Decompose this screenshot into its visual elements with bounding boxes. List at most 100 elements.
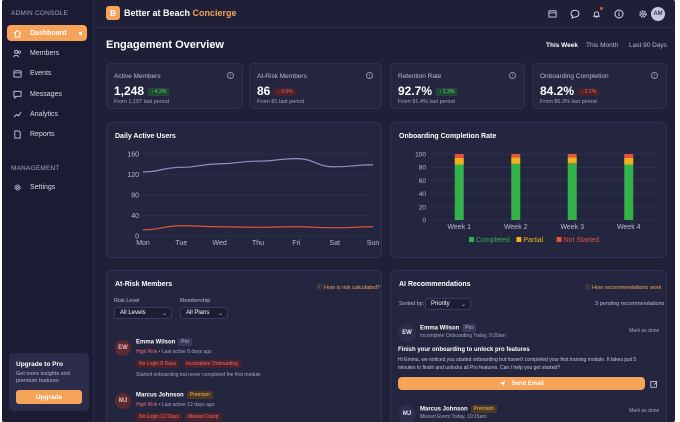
send-email-button[interactable]: Send Email [398, 377, 645, 390]
legend-label: Not Started [564, 237, 600, 244]
info-icon[interactable]: i [651, 72, 658, 79]
stat-label: Active Members [114, 73, 161, 80]
sidebar-item-messages[interactable]: Messages [7, 86, 87, 102]
stat-label: Retention Rate [398, 73, 442, 80]
sidebar-item-label: Analytics [30, 110, 59, 118]
sidebar-section-management: MANAGEMENT [11, 165, 60, 172]
bar-completed [567, 163, 577, 220]
sidebar-item-label: Members [30, 49, 60, 57]
membership-select[interactable]: All Plans ⌄ [180, 307, 228, 319]
edit-icon[interactable] [649, 379, 659, 389]
bar-completed [511, 163, 521, 220]
sidebar-item-dashboard[interactable]: Dashboard [7, 25, 87, 41]
bar-not-started [624, 154, 634, 158]
risk-line: High Risk • Last active 12 days ago [136, 402, 215, 408]
y-tick-label: 80 [419, 165, 427, 172]
tag-chip: No Login 8 Days [136, 360, 179, 368]
stat-subtext: From 81 last period [257, 99, 305, 105]
calendar-icon[interactable] [547, 8, 558, 19]
stat-card-onboarding: Onboarding Completion i 84.2% ↓ 2.1% From… [532, 63, 667, 109]
onboarding-completion-card: Onboarding Completion Rate 100 80 60 40 20 0 W… [390, 122, 667, 258]
risk-level-label: Risk Level [114, 298, 140, 304]
member-name[interactable]: Emma Wilson Pro [136, 338, 193, 346]
member-name[interactable]: Marcus Johnson Premium [136, 391, 213, 399]
sidebar-item-members[interactable]: Members [7, 45, 87, 61]
x-tick-label: Week 4 [617, 224, 641, 231]
sidebar-item-reports[interactable]: Reports [7, 126, 87, 142]
brand-name: Better at Beach [124, 8, 191, 18]
gear-icon[interactable] [637, 8, 648, 19]
upgrade-button[interactable]: Upgrade [16, 390, 82, 404]
bar-completed [454, 164, 464, 220]
rec-member-name[interactable]: Emma Wilson Pro [420, 324, 477, 332]
y-tick-label: 60 [419, 178, 427, 185]
mark-done-button[interactable]: Mark as done [629, 408, 660, 414]
range-this-week[interactable]: This Week [546, 42, 579, 49]
stat-value: 1,248 ↑ 4.2% [114, 84, 170, 98]
active-dot [79, 31, 82, 35]
sidebar-item-settings[interactable]: Settings [7, 179, 87, 195]
x-tick-label: Week 1 [447, 224, 471, 231]
info-icon[interactable]: i [366, 72, 373, 79]
x-tick-label: Week 2 [504, 224, 528, 231]
range-this-month[interactable]: This Month [586, 42, 619, 49]
x-tick-label: Thu [252, 240, 264, 247]
tier-badge: Premium [186, 391, 213, 399]
bar-completed [624, 164, 634, 220]
avatar: EW [398, 324, 416, 342]
gear-icon [13, 183, 22, 192]
tier-badge: Premium [470, 405, 497, 413]
rec-member-name[interactable]: Marcus Johnson Premium [420, 405, 497, 413]
upgrade-title: Upgrade to Pro [16, 361, 63, 368]
sorted-label: Sorted by: [399, 301, 425, 307]
delta-badge: ↑ 1.3% [436, 87, 458, 96]
users-icon [13, 49, 22, 58]
how-recommendations-link[interactable]: ⓘ How recommendations work [585, 285, 662, 291]
stat-subtext: From 86.3% last period [540, 99, 597, 105]
upgrade-text: Get more insights and premium features [16, 371, 70, 385]
x-tick-label: Sat [329, 240, 340, 247]
legend-swatch [469, 237, 474, 242]
user-avatar[interactable]: AM [651, 7, 665, 21]
stat-value: 84.2% ↓ 2.1% [540, 84, 600, 98]
bar-chart: 100 80 60 40 20 0 Week 1 Week 2 Week 3 Week 4 Comp… [415, 152, 657, 244]
chat-bubble-icon[interactable] [569, 8, 580, 19]
series-line-0 [142, 158, 374, 173]
chart-title: Daily Active Users [115, 133, 176, 140]
sidebar-item-label: Messages [30, 90, 62, 98]
at-risk-members-card: At-Risk Members ⓘ How is risk calculated… [106, 270, 382, 422]
sidebar-item-label: Events [30, 69, 52, 77]
info-icon[interactable] [613, 8, 624, 19]
y-tick-label: 0 [135, 234, 139, 241]
y-tick-label: 20 [419, 204, 427, 211]
sidebar-item-events[interactable]: Events [7, 65, 87, 81]
x-tick-label: Fri [292, 240, 301, 247]
mark-done-button[interactable]: Mark as done [629, 328, 660, 334]
trend-icon [13, 110, 22, 119]
avatar: MJ [398, 405, 416, 422]
bar-partial [567, 157, 577, 164]
bell-icon[interactable] [591, 8, 602, 19]
risk-calc-link[interactable]: ⓘ How is risk calculated? [317, 285, 380, 291]
info-icon[interactable]: i [509, 72, 516, 79]
notification-dot [600, 7, 603, 10]
range-last-90-days[interactable]: Last 90 Days [629, 42, 667, 49]
y-tick-label: 40 [419, 191, 427, 198]
stat-card-retention: Retention Rate i 92.7% ↑ 1.3% From 91.4% … [390, 63, 525, 109]
sidebar-item-analytics[interactable]: Analytics [7, 106, 87, 122]
legend-label: Completed [476, 237, 510, 244]
rec-meta: Incomplete Onboarding Today, 9:20am [420, 333, 506, 339]
info-icon[interactable]: i [227, 72, 234, 79]
stat-value: 86 ↑ 6.0% [257, 84, 296, 98]
sort-select[interactable]: Priority ⌄ [425, 298, 471, 310]
avatar: MJ [115, 393, 131, 409]
rec-body-line1: Hi Emma, we noticed you started onboardi… [398, 357, 637, 363]
sidebar-item-label: Dashboard [30, 29, 67, 37]
member-note: Started onboarding but never completed t… [136, 372, 261, 378]
legend-swatch [516, 237, 522, 242]
risk-level-select[interactable]: All Levels ⌄ [114, 307, 172, 319]
bar-not-started [511, 154, 521, 158]
bar-partial [624, 157, 634, 165]
send-icon [499, 380, 506, 387]
